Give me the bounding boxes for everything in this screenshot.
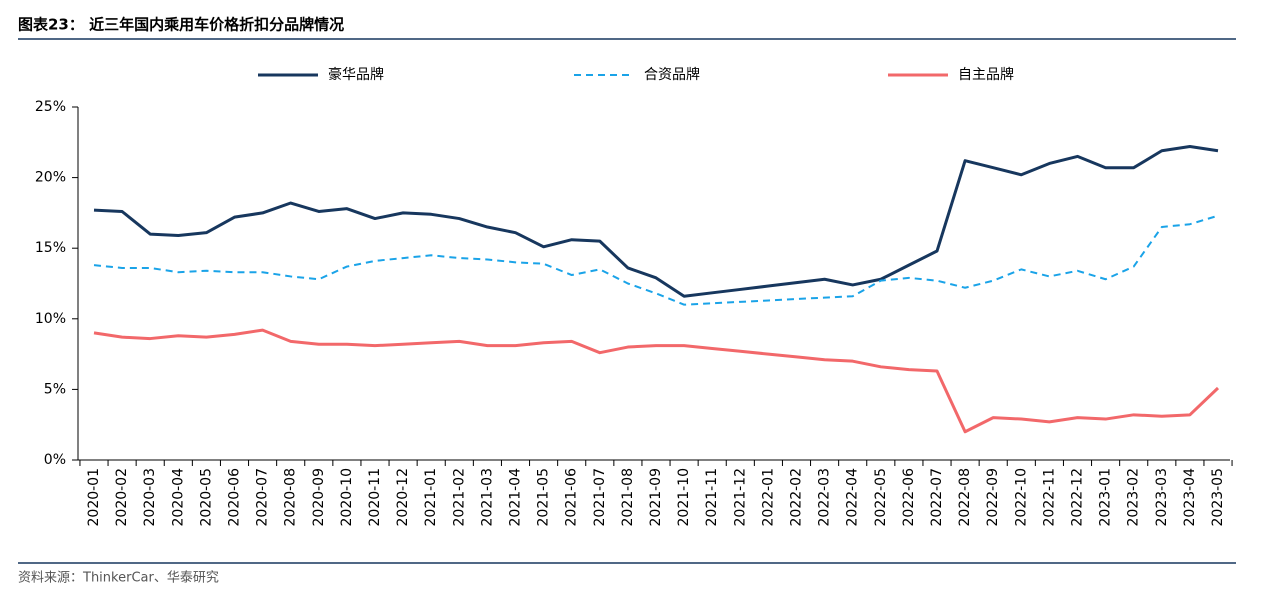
x-tick-label: 2020-11: [367, 468, 383, 527]
x-tick-label: 2022-07: [929, 468, 945, 527]
x-tick-label: 2020-08: [283, 468, 299, 527]
chart-title: 图表23： 近三年国内乘用车价格折扣分品牌情况: [18, 16, 344, 34]
x-tick-label: 2022-10: [1013, 468, 1029, 527]
x-tick-label: 2021-06: [564, 468, 580, 527]
x-tick-label: 2020-02: [114, 468, 130, 527]
x-tick-label: 2023-02: [1126, 468, 1142, 527]
source: 资料来源：ThinkerCar、华泰研究: [18, 571, 219, 586]
x-tick-label: 2020-07: [255, 468, 271, 527]
legend-label: 自主品牌: [958, 66, 1014, 83]
y-tick-label: 20%: [35, 170, 66, 186]
x-tick-label: 2022-06: [901, 468, 917, 527]
y-tick-label: 15%: [35, 240, 66, 256]
x-tick-label: 2020-04: [170, 468, 186, 527]
x-tick-label: 2020-10: [339, 468, 355, 527]
series-line: [93, 145, 1219, 298]
x-tick-label: 2021-05: [536, 468, 552, 527]
legend-label: 合资品牌: [644, 66, 700, 83]
x-tick-label: 2022-05: [873, 468, 889, 527]
x-tick-label: 2021-11: [704, 468, 720, 527]
series-line: [93, 328, 1220, 434]
x-tick-label: 2022-09: [985, 468, 1001, 527]
x-tick-label: 2020-12: [395, 468, 411, 527]
x-tick-label: 2022-12: [1070, 468, 1086, 527]
x-tick-label: 2021-09: [648, 468, 664, 527]
x-tick-label: 2023-03: [1154, 468, 1170, 527]
x-tick-label: 2021-01: [423, 468, 439, 527]
y-tick-label: 5%: [44, 381, 66, 397]
x-tick-label: 2022-01: [760, 468, 776, 527]
x-tick-label: 2021-03: [479, 468, 495, 527]
x-tick-label: 2020-06: [227, 468, 243, 527]
y-tick-label: 10%: [35, 311, 66, 327]
x-tick-label: 2023-04: [1182, 468, 1198, 527]
x-tick-label: 2021-02: [451, 468, 467, 527]
x-tick-label: 2020-05: [198, 468, 214, 527]
x-tick-label: 2022-08: [957, 468, 973, 527]
x-tick-label: 2021-12: [732, 468, 748, 527]
x-tick-label: 2020-01: [86, 468, 102, 527]
x-tick-label: 2020-09: [311, 468, 327, 527]
x-tick-label: 2022-04: [845, 468, 861, 527]
x-tick-label: 2022-03: [817, 468, 833, 527]
x-tick-label: 2022-02: [789, 468, 805, 527]
x-tick-label: 2023-01: [1098, 468, 1114, 527]
x-tick-label: 2021-10: [676, 468, 692, 527]
x-tick-label: 2022-11: [1041, 468, 1057, 527]
x-tick-label: 2021-08: [620, 468, 636, 527]
x-tick-label: 2020-03: [142, 468, 158, 527]
series-line: [93, 214, 1219, 306]
y-tick-label: 25%: [35, 99, 66, 115]
legend-label: 豪华品牌: [328, 66, 384, 83]
x-tick-label: 2023-05: [1210, 468, 1226, 527]
x-tick-label: 2021-04: [508, 468, 524, 527]
y-tick-label: 0%: [44, 452, 66, 468]
x-tick-label: 2021-07: [592, 468, 608, 527]
